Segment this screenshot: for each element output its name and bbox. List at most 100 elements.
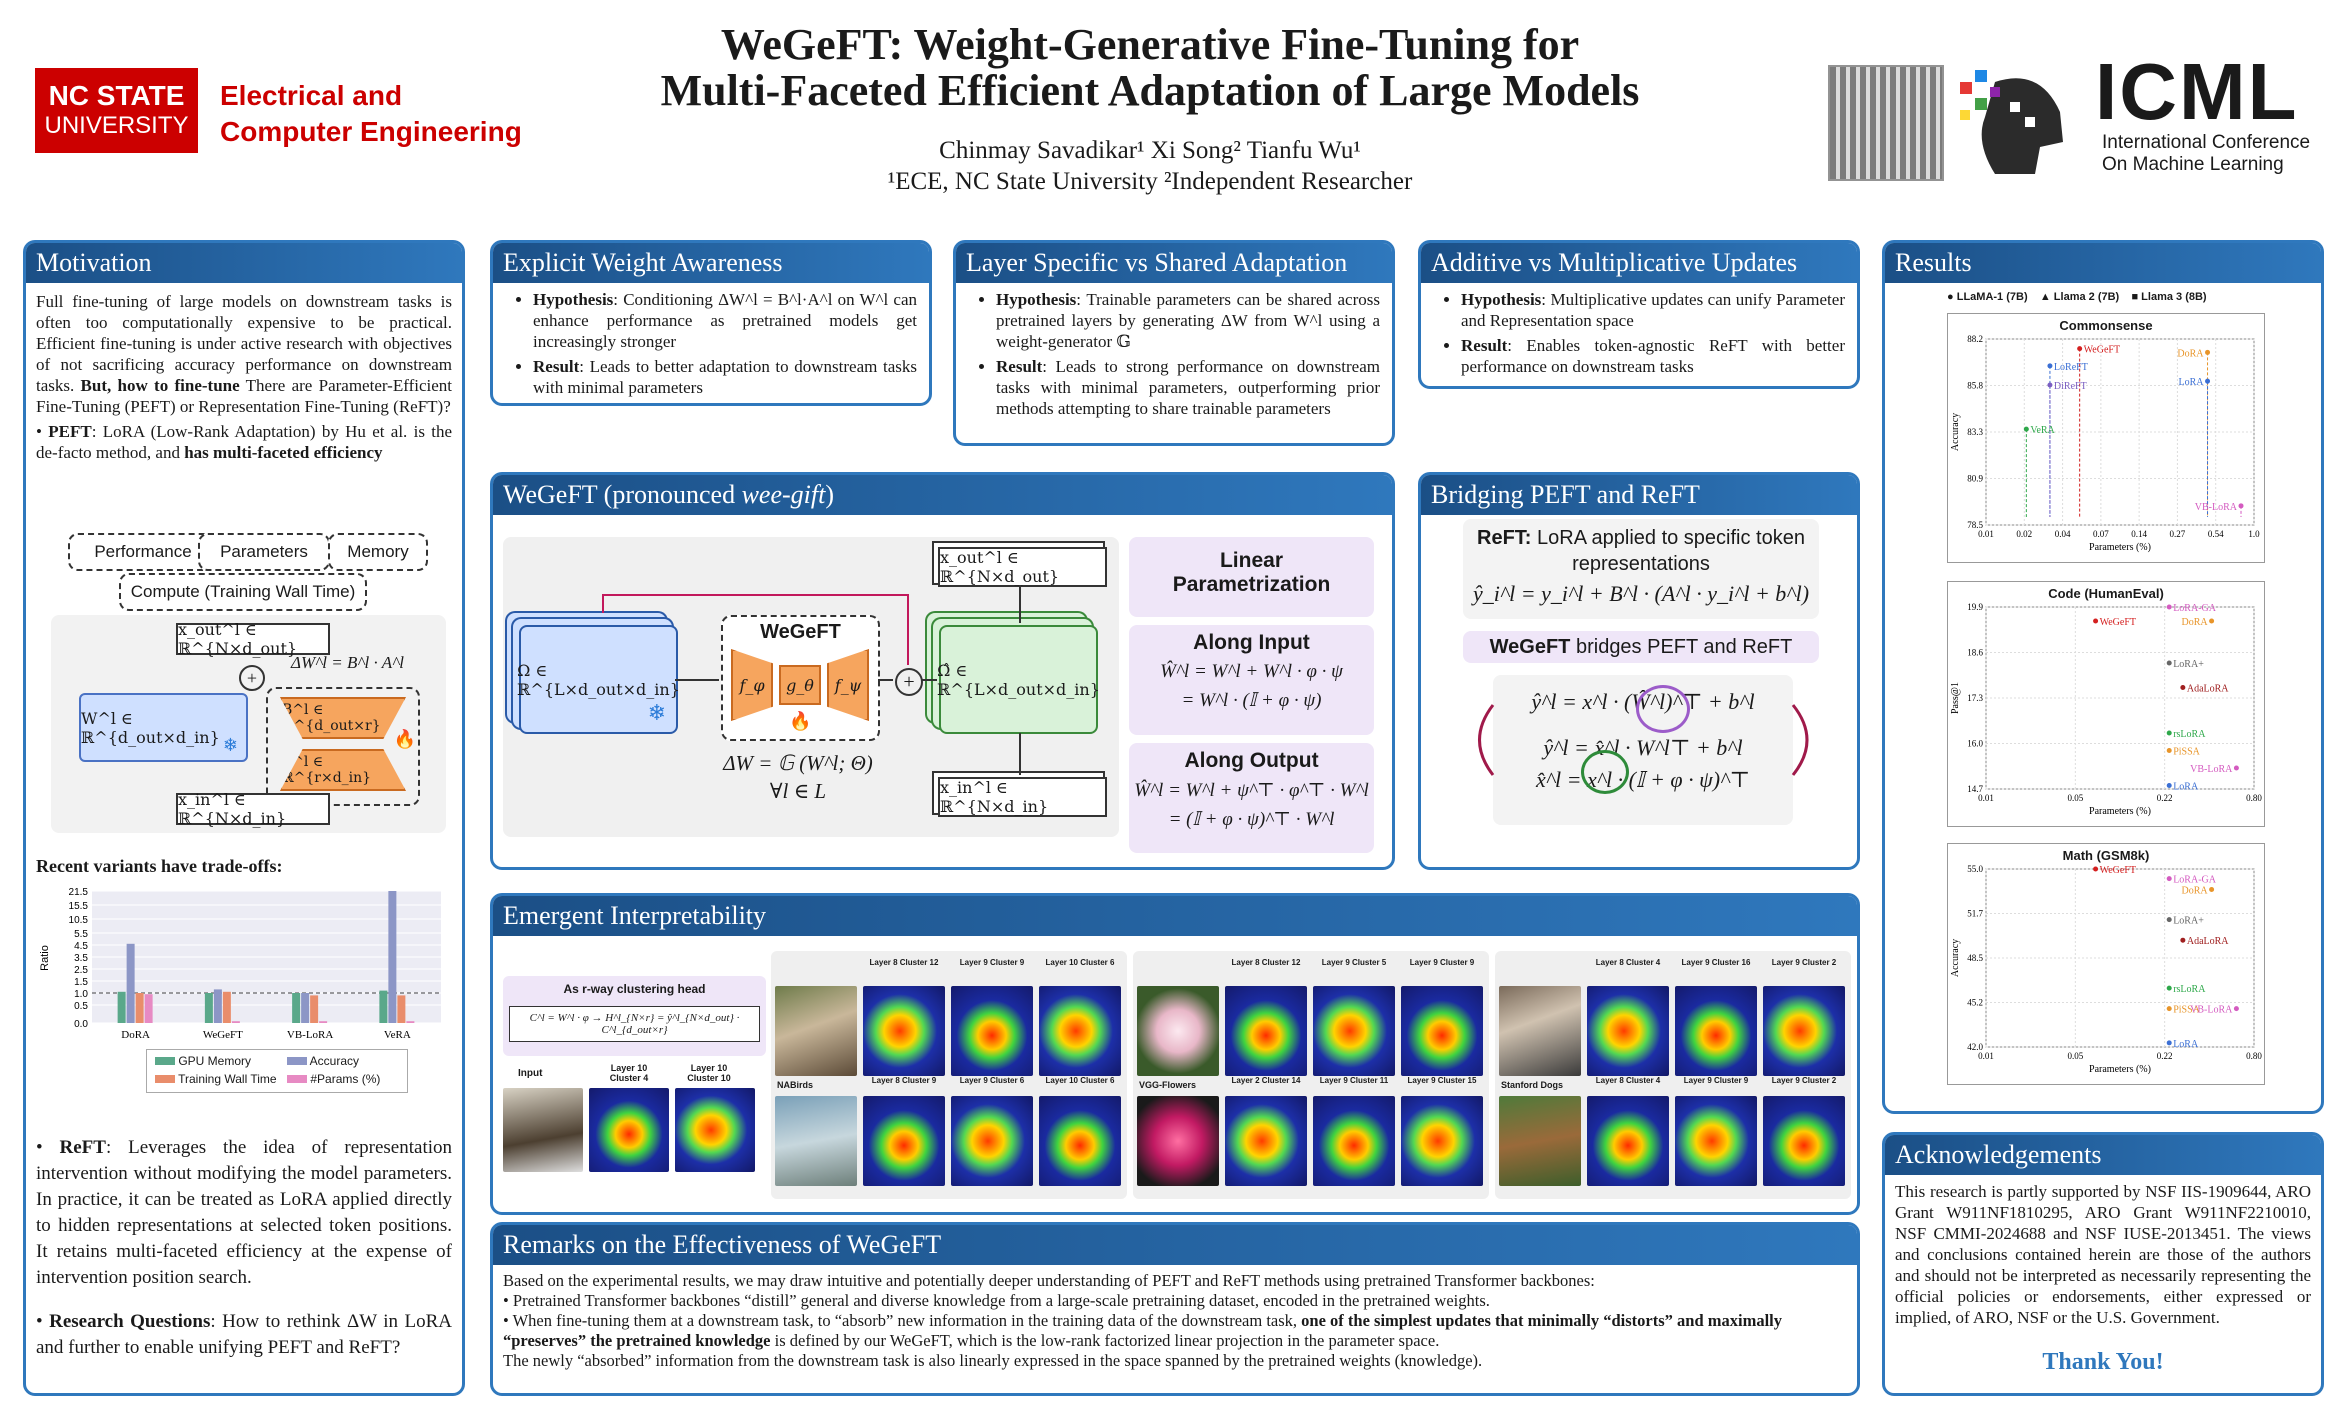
dog-label-3: Layer 9 Cluster 2 [1771,958,1837,967]
code-svg-xtick: 0.01 [1978,793,1994,803]
stanforddogs-label: Stanford Dogs [1501,1080,1563,1090]
remarks-line2: • Pretrained Transformer backbones “dist… [503,1291,1490,1310]
tradeoff-bar [379,990,388,1023]
wegeft-xout: x_out^l ∈ ℝ^{N×d_out} [938,547,1107,587]
tradeoff-bar [213,989,222,1023]
tradeoff-xtick: WeGeFT [203,1029,243,1041]
commonsense-title: Commonsense [2059,318,2153,333]
lora-delta-eq: ΔW^l = B^l · A^l [291,653,405,672]
dog-label-4: Layer 8 Cluster 4 [1595,1076,1661,1085]
eagle-col2-label: Layer 10 Cluster 10 [687,1063,731,1083]
bridge-heading: WeGeFT bridges PEFT and ReFT [1463,631,1819,663]
cs-svg-ylabel: Accuracy [1950,413,1961,451]
dog-image-1 [1499,986,1581,1076]
wegeft-block-label: WeGeFT [760,621,841,643]
math-svg-point [2166,1006,2172,1012]
output-title: Along Output [1184,749,1319,772]
eagle-heatmap-2 [675,1088,755,1172]
bird-label-3: Layer 10 Cluster 6 [1045,958,1115,967]
tradeoff-ytick: 2.5 [74,965,88,976]
dog-heat-5 [1675,1096,1757,1186]
bridging-title: Bridging PEFT and ReFT [1421,475,1857,515]
snowflake-icon: ❄ [222,735,238,756]
code-svg-point-label: DoRA [2181,617,2208,628]
lin-title2: Parametrization [1172,573,1331,596]
additive-hypothesis: Hypothesis: Multiplicative updates can u… [1461,289,1845,331]
cs-svg-point-label: VB-LoRA [2195,502,2238,513]
code-svg-point [2166,748,2172,753]
code-svg-point-label: PiSSA [2173,747,2200,758]
output-eq1: Ŵ^l = W^l + ψ^⊤ · φ^⊤ · W^l [1134,780,1369,801]
bird-label-2: Layer 9 Cluster 9 [959,958,1025,967]
bird-heat-6 [1039,1096,1121,1186]
remarks-title: Remarks on the Effectiveness of WeGeFT [493,1225,1857,1265]
cs-svg-point [2077,346,2083,352]
bird-image-2 [775,1096,857,1186]
lora-xin: x_in^l ∈ ℝ^{N×d_in} [176,790,330,828]
icml-sub1: International Conference [2102,132,2311,153]
flower-label-6: Layer 9 Cluster 15 [1407,1076,1477,1085]
legend-swatch-gpu [155,1057,175,1065]
facet-memory: Memory [328,533,428,571]
icml-subtitle: International Conference On Machine Lear… [2102,132,2310,176]
code-svg-point [2233,765,2239,771]
qr-code[interactable] [1828,65,1944,181]
code-svg-ytick: 17.3 [1967,693,1983,703]
legend-swatch-params [287,1075,307,1083]
emergent-panel: Emergent Interpretability As r-way clust… [490,893,1860,1215]
math-svg-xtick: 0.22 [2157,1051,2173,1061]
explicit-panel: Explicit Weight Awareness Hypothesis: Co… [490,240,932,406]
cs-svg-ytick: 83.3 [1967,427,1983,437]
math-svg-point [2209,887,2215,893]
affiliations: ¹ECE, NC State University ²Independent R… [887,168,1413,195]
cs-svg-ytick: 78.5 [1967,520,1983,530]
code-svg-point-label: LoRA [2173,782,2199,793]
dept-line2: Computer Engineering [220,116,522,147]
code-svg-point-label: LoRA+ [2173,659,2204,670]
remarks-line3c: is defined by our WeGeFT, which is the l… [770,1331,1440,1350]
rq-label: Research Questions [49,1311,211,1332]
dept-name: Electrical and Computer Engineering [220,78,522,150]
remarks-line3a: • When fine-tuning them at a downstream … [503,1311,1302,1330]
additive-title: Additive vs Multiplicative Updates [1421,243,1857,283]
wegeft-title-em: wee-gift [741,480,826,509]
poster-title: WeGeFT: Weight-Generative Fine-Tuning fo… [560,22,1740,114]
emergent-title: Emergent Interpretability [493,896,1857,936]
wegeft-fire-icon: 🔥 [789,711,812,731]
wegeft-xin: x_in^l ∈ ℝ^{N×d_in} [938,777,1107,817]
results-panel: Results ● LLaMA-1 (7B) ▲ Llama 2 (7B) ■ … [1882,240,2324,1114]
layer-h-text: : Trainable parameters can be shared acr… [996,290,1380,351]
ack-text: This research is partly supported by NSF… [1895,1182,2311,1327]
tradeoff-ytick: 21.5 [69,887,89,898]
code-svg-point [2209,618,2215,624]
math-svg-xlabel: Parameters (%) [2089,1064,2151,1075]
icml-wordmark: ICML [2095,47,2299,136]
tradeoff-bar [388,891,397,1023]
icml-logo-icon [1955,62,2075,180]
legend-llama2: Llama 2 (7B) [2053,291,2120,303]
ncstate-logo: NC STATE UNIVERSITY [35,68,198,153]
linear-param-box: Linear Parametrization [1129,537,1374,617]
input-title: Along Input [1193,631,1310,654]
cs-svg-xtick: 0.54 [2208,529,2224,539]
tradeoff-ytick: 10.5 [69,915,89,926]
code-svg-ytick: 14.7 [1967,784,1983,794]
code-svg-point [2166,604,2172,610]
legend-acc: Accuracy [309,1054,360,1068]
math-svg-point [2093,866,2099,872]
legend-swatch-acc [287,1057,307,1065]
dog-heat-1 [1587,986,1669,1076]
cs-svg-xtick: 0.27 [2170,529,2186,539]
lora-xout: x_out^l ∈ ℝ^{N×d_out} [176,620,330,658]
cs-svg-point-label: LoRA [2179,377,2205,388]
additive-r-label: Result [1461,336,1508,355]
lora-adapter-group: B^l ∈ ℝ^{d_out×r} A^l ∈ ℝ^{r×d_in} 🔥 [266,687,420,806]
flower-heat-2 [1313,986,1395,1076]
flower-label-1: Layer 8 Cluster 12 [1231,958,1301,967]
explicit-hypothesis: Hypothesis: Conditioning ΔW^l = B^l·A^l … [533,289,917,352]
math-chart: Math (GSM8k) 0.01 0.05 0.22 0.80 55.0 51.7 48.… [1947,843,2265,1085]
facet-parameters: Parameters [198,533,330,571]
tradeoff-chart: 21.5 15.5 10.5 5.5 4.5 3.5 2.5 1.5 1.0 0.5 0.0 Rati… [36,883,451,1043]
math-svg-ytick: 45.2 [1967,998,1983,1008]
remarks-line3: • When fine-tuning them at a downstream … [503,1311,1847,1351]
